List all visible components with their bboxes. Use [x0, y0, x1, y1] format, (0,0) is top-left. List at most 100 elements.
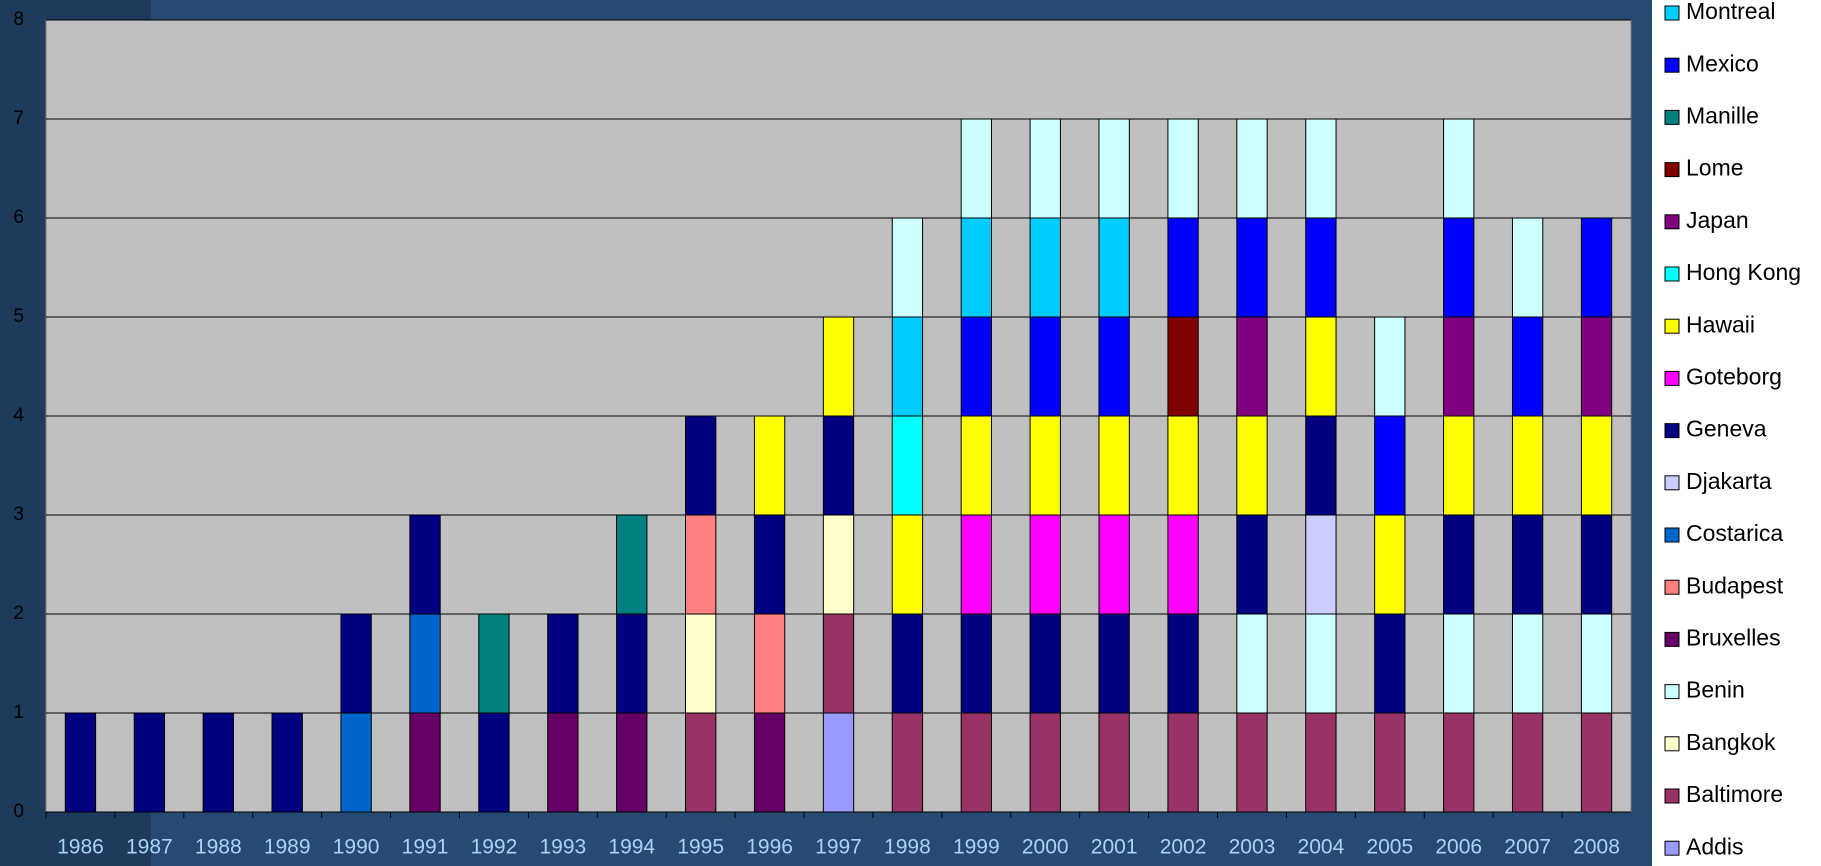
y-tick-label: 1	[13, 702, 24, 723]
bar-segment	[1511, 217, 1544, 318]
bar-segment	[960, 613, 992, 714]
bar-segment	[685, 415, 717, 516]
bar-segment	[1580, 217, 1613, 318]
legend-swatch	[1664, 5, 1680, 21]
bar-segment	[1236, 613, 1268, 714]
legend-label: Lome	[1686, 155, 1744, 181]
bar-segment	[753, 712, 786, 813]
legend-swatch	[1664, 214, 1680, 230]
bar-segment	[1305, 118, 1337, 219]
x-tick-label: 1993	[539, 836, 586, 859]
bar-segment	[1098, 415, 1130, 516]
bar-segment	[1236, 316, 1268, 417]
bar-segment	[1236, 118, 1268, 219]
bar-segment	[1167, 415, 1199, 516]
bar-segment	[1305, 415, 1337, 516]
legend-label: Addis	[1686, 833, 1744, 859]
legend-swatch	[1664, 736, 1680, 752]
bar-segment	[753, 514, 786, 615]
legend-label: Hawaii	[1686, 311, 1755, 337]
legend-swatch	[1664, 162, 1680, 178]
legend-label: Benin	[1686, 677, 1745, 703]
bar-segment	[1305, 217, 1337, 318]
legend-label: Mexico	[1686, 50, 1759, 76]
bar-segment	[1167, 316, 1199, 417]
legend-label: Djakarta	[1686, 468, 1772, 494]
bar-segment	[685, 613, 717, 714]
bar-segment	[1167, 712, 1199, 813]
x-tick-label: 1992	[471, 836, 518, 859]
bar-segment	[1443, 712, 1475, 813]
x-tick-label: 2003	[1229, 836, 1276, 859]
legend-swatch	[1664, 109, 1680, 125]
bar-segment	[1443, 415, 1475, 516]
legend-label: Manille	[1686, 102, 1759, 128]
bar-segment	[1029, 316, 1061, 417]
bar-segment	[891, 613, 924, 714]
bar-segment	[960, 316, 992, 417]
bar-segment	[1029, 712, 1061, 813]
bar-segment	[271, 712, 303, 813]
bar-segment	[1236, 217, 1268, 318]
bar-segment	[616, 613, 648, 714]
bar-segment	[960, 118, 992, 219]
bar-segment	[1167, 514, 1199, 615]
bar-segment	[960, 415, 992, 516]
bar-segment	[1167, 217, 1199, 318]
legend-swatch	[1664, 788, 1680, 804]
bar-segment	[616, 514, 648, 615]
bar-segment	[1098, 316, 1130, 417]
legend-label: Baltimore	[1686, 781, 1783, 807]
legend-label: Bangkok	[1686, 729, 1776, 755]
bar-segment	[1374, 712, 1406, 813]
bar-segment	[822, 415, 855, 516]
legend-label: Bruxelles	[1686, 624, 1781, 650]
bar-segment	[753, 613, 786, 714]
bar-segment	[133, 712, 166, 813]
bar-segment	[547, 613, 579, 714]
bar-segment	[1511, 712, 1544, 813]
x-tick-label: 2001	[1091, 836, 1138, 859]
x-tick-label: 2008	[1573, 836, 1620, 859]
bar-segment	[1374, 415, 1406, 516]
bar-segment	[478, 712, 510, 813]
y-tick-label: 7	[13, 108, 24, 129]
y-tick-label: 3	[13, 504, 24, 525]
bar-segment	[1443, 217, 1475, 318]
bar-segment	[1511, 514, 1544, 615]
legend-panel	[1652, 0, 1821, 866]
x-tick-label: 1997	[815, 836, 862, 859]
bar-segment	[891, 514, 924, 615]
bar-segment	[478, 613, 510, 714]
bar-segment	[1029, 217, 1061, 318]
legend-label: Budapest	[1686, 572, 1784, 598]
bar-segment	[1511, 415, 1544, 516]
bar-segment	[409, 712, 441, 813]
legend-label: Costarica	[1686, 520, 1783, 546]
bar-segment	[1098, 217, 1130, 318]
legend-swatch	[1664, 370, 1680, 386]
legend-label: Geneva	[1686, 416, 1767, 442]
x-tick-label: 1989	[264, 836, 311, 859]
bar-segment	[1029, 415, 1061, 516]
bar-segment	[891, 217, 924, 318]
y-tick-label: 0	[13, 801, 24, 822]
x-tick-label: 2000	[1022, 836, 1069, 859]
bar-segment	[960, 217, 992, 318]
legend-label: Japan	[1686, 207, 1749, 233]
legend-swatch	[1664, 840, 1680, 856]
bar-segment	[1029, 613, 1061, 714]
bar-segment	[1236, 514, 1268, 615]
bar-segment	[1029, 118, 1061, 219]
bar-segment	[1098, 712, 1130, 813]
bar-segment	[1098, 118, 1130, 219]
bar-segment	[1167, 613, 1199, 714]
y-tick-label: 4	[13, 405, 24, 426]
bar-segment	[685, 514, 717, 615]
legend-label: Hong Kong	[1686, 259, 1801, 285]
bar-segment	[64, 712, 97, 813]
x-tick-label: 1987	[126, 836, 173, 859]
bar-segment	[1443, 613, 1475, 714]
bar-segment	[822, 316, 855, 417]
bar-segment	[202, 712, 234, 813]
